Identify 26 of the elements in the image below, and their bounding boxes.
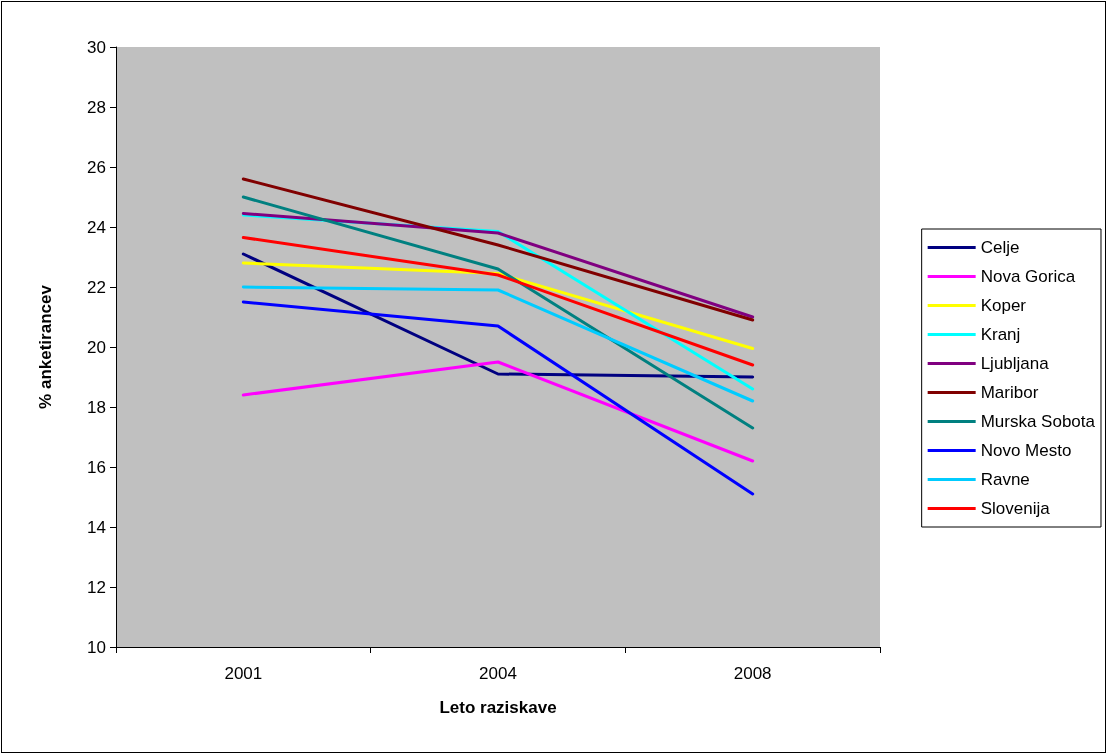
legend-label: Koper xyxy=(980,296,1027,315)
y-tick-label: 26 xyxy=(87,157,106,177)
y-tick-label: 22 xyxy=(87,277,106,297)
y-tick-label: 10 xyxy=(87,637,106,657)
y-tick-label: 16 xyxy=(87,457,106,477)
y-tick-label: 12 xyxy=(87,577,106,597)
y-tick-label: 24 xyxy=(87,217,106,237)
y-tick-label: 28 xyxy=(87,97,106,117)
legend-label: Maribor xyxy=(980,383,1039,402)
legend-label: Nova Gorica xyxy=(980,267,1076,286)
legend-label: Ravne xyxy=(980,470,1030,489)
legend-label: Celje xyxy=(980,238,1020,257)
x-tick-label: 2001 xyxy=(224,664,263,683)
legend-label: Murska Sobota xyxy=(980,412,1096,431)
y-tick-label: 20 xyxy=(87,337,106,357)
legend-label: Kranj xyxy=(980,325,1021,344)
x-tick-label: 2004 xyxy=(479,664,517,683)
y-tick-label: 14 xyxy=(87,517,106,537)
y-tick-label: 30 xyxy=(87,37,106,57)
x-axis-title: Leto raziskave xyxy=(439,698,557,717)
legend-label: Ljubljana xyxy=(980,354,1050,373)
legend-label: Novo Mesto xyxy=(980,441,1072,460)
y-tick-label: 18 xyxy=(87,397,106,417)
legend-label: Slovenija xyxy=(980,499,1051,518)
y-axis-title: % anketirancev xyxy=(36,284,55,409)
x-tick-label: 2008 xyxy=(733,664,772,683)
